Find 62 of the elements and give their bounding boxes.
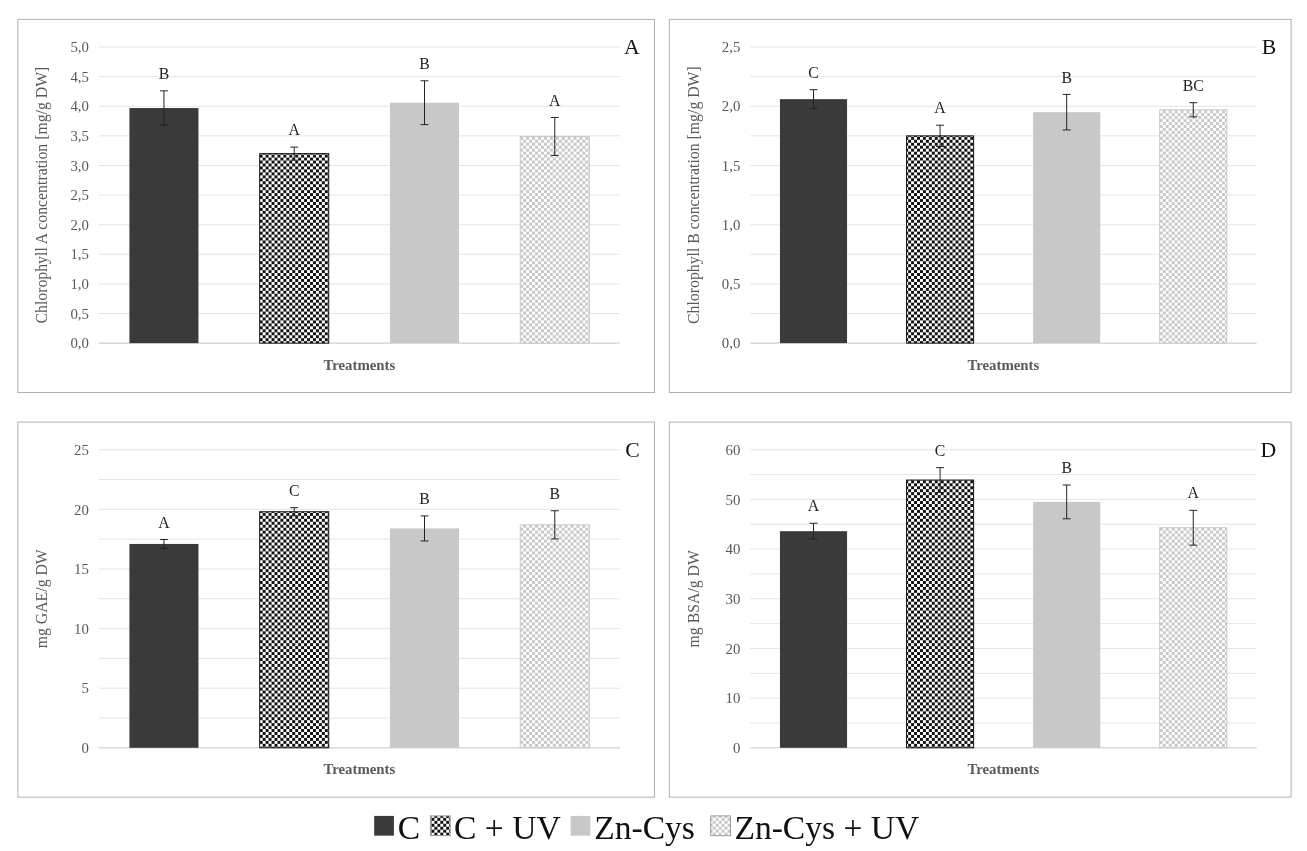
data-label: A <box>934 99 947 117</box>
y-tick-label: 2,0 <box>70 216 89 233</box>
data-label: C <box>808 63 819 81</box>
y-tick-label: 40 <box>725 541 741 558</box>
y-tick-label: 20 <box>725 640 741 657</box>
y-axis-title: Chlorophyll B concentration [mg/g DW] <box>684 66 703 324</box>
legend-label: C + UV <box>454 808 561 846</box>
y-tick-label: 10 <box>725 690 741 707</box>
chart-title: D <box>1260 437 1277 462</box>
y-tick-label: 1,0 <box>721 216 741 233</box>
data-label: A <box>288 121 301 139</box>
y-tick-label: 0,5 <box>721 276 741 293</box>
x-axis-title: Treatments <box>967 761 1040 778</box>
data-label: B <box>1061 459 1072 477</box>
y-tick-label: 0,0 <box>721 335 741 352</box>
data-label: BC <box>1182 76 1204 94</box>
x-axis-title: Treatments <box>323 356 396 373</box>
y-tick-label: 1,5 <box>721 157 741 174</box>
data-label: C <box>934 441 946 459</box>
chart-title: A <box>623 34 640 59</box>
y-tick-label: 2,5 <box>70 187 89 204</box>
y-axis-title: Chlorophyll A concentration [mg/g DW] <box>33 66 52 324</box>
y-tick-label: 1,0 <box>70 276 89 293</box>
y-tick-label: 5,0 <box>70 39 89 56</box>
y-tick-label: 25 <box>74 441 89 458</box>
data-label: B <box>419 54 430 72</box>
y-tick-label: 20 <box>74 501 89 518</box>
data-label: B <box>419 490 430 508</box>
data-label: A <box>158 513 171 531</box>
x-axis-title: Treatments <box>323 761 396 778</box>
data-label: B <box>158 65 170 83</box>
y-tick-label: 2,5 <box>721 39 741 56</box>
chart-title: B <box>1261 34 1277 59</box>
data-label: A <box>549 91 562 109</box>
y-tick-label: 1,5 <box>70 246 89 263</box>
data-label: C <box>288 481 300 499</box>
y-tick-label: 30 <box>725 590 741 607</box>
x-axis-title: Treatments <box>967 356 1040 373</box>
y-tick-label: 4,0 <box>70 98 89 115</box>
y-tick-label: 4,5 <box>70 68 89 85</box>
data-label: A <box>1187 484 1200 502</box>
y-tick-label: 0 <box>81 739 89 756</box>
y-tick-label: 10 <box>74 620 89 637</box>
legend-label: Zn-Cys + UV <box>734 808 920 846</box>
legend-label: Zn-Cys <box>594 808 695 846</box>
y-axis-title: mg BSA/g DW <box>684 550 703 648</box>
y-tick-label: 2,0 <box>721 98 741 115</box>
data-label: B <box>549 484 561 502</box>
y-tick-label: 0,0 <box>70 335 89 352</box>
data-label: A <box>807 497 820 515</box>
y-tick-label: 50 <box>725 491 741 508</box>
y-tick-label: 60 <box>725 441 741 458</box>
y-tick-label: 0,5 <box>70 305 89 322</box>
legend-label: C <box>397 808 421 846</box>
y-tick-label: 15 <box>74 561 89 578</box>
y-tick-label: 5 <box>81 680 89 697</box>
data-label: B <box>1061 68 1072 86</box>
y-axis-title: mg GAE/g DW <box>33 549 52 649</box>
y-tick-label: 3,0 <box>70 157 89 174</box>
y-tick-label: 0 <box>732 739 741 756</box>
chart-title: C <box>625 437 640 462</box>
y-tick-label: 3,5 <box>70 128 89 145</box>
